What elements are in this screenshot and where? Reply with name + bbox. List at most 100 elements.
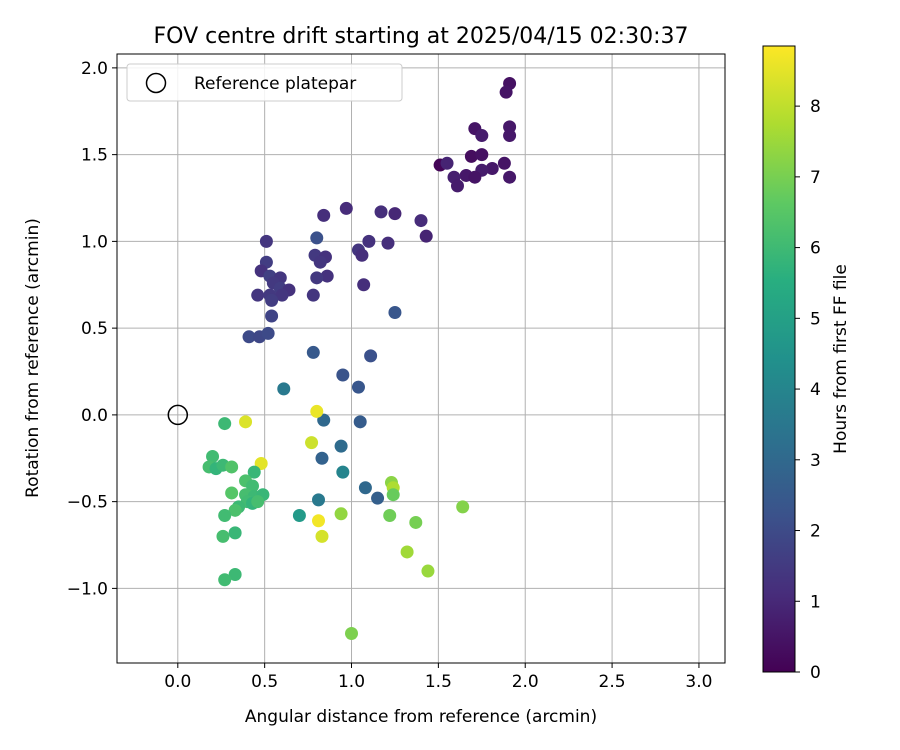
data-point [310, 404, 324, 418]
y-tick-label: 0.5 [81, 319, 108, 339]
data-point [251, 495, 265, 509]
y-tick-label: 1.5 [81, 146, 108, 166]
data-point [351, 380, 365, 394]
data-point [218, 509, 232, 523]
data-point [218, 573, 232, 587]
data-point [310, 231, 324, 245]
data-point [305, 436, 319, 450]
reference-platepar-marker [167, 404, 189, 426]
data-point [251, 288, 265, 302]
data-point [228, 526, 242, 540]
colorbar: 0 1 2 3 4 5 6 7 8 Hours from first FF file [762, 45, 851, 683]
data-point [310, 271, 324, 285]
data-point [315, 451, 329, 465]
x-tick-label: 3.0 [685, 672, 712, 692]
data-point [317, 208, 331, 222]
colorbar-label: Hours from first FF file [831, 264, 851, 454]
data-point [358, 481, 372, 495]
data-point [388, 306, 402, 320]
data-point [464, 149, 478, 163]
data-point [225, 460, 239, 474]
colorbar-ticks: 0 1 2 3 4 5 6 7 8 [795, 97, 821, 683]
data-point [218, 417, 232, 431]
legend-box [126, 63, 403, 102]
data-point [386, 488, 400, 502]
data-point [419, 229, 433, 243]
x-tick-label: 0.0 [164, 672, 191, 692]
data-point [414, 214, 428, 228]
data-point [503, 129, 517, 143]
data-point [206, 450, 220, 464]
data-point [334, 507, 348, 521]
data-point [353, 415, 367, 429]
data-point [292, 509, 306, 523]
y-axis-label: Rotation from reference (arcmin) [23, 218, 43, 498]
colorbar-tick-label: 0 [810, 663, 821, 683]
y-tick-label: −1.0 [67, 579, 108, 599]
x-tick-label: 1.5 [425, 672, 452, 692]
y-axis-ticks: −1.0 −0.5 0.0 0.5 1.0 1.5 2.0 [67, 59, 117, 599]
data-point [450, 179, 464, 193]
data-points [202, 76, 517, 641]
colorbar-tick-label: 2 [810, 522, 821, 542]
data-point [440, 156, 454, 170]
data-point [245, 479, 259, 493]
plot-frame [116, 53, 726, 664]
colorbar-tick-label: 5 [810, 309, 821, 329]
data-point [499, 85, 513, 99]
data-point [336, 465, 350, 479]
data-point [315, 529, 329, 543]
data-point [228, 568, 242, 582]
data-point [381, 236, 395, 250]
data-point [265, 293, 279, 307]
data-point [317, 413, 331, 427]
data-point [485, 162, 499, 176]
data-point [371, 491, 385, 505]
data-point [334, 439, 348, 453]
data-point [320, 269, 334, 283]
data-point [216, 529, 230, 543]
data-point [312, 514, 326, 528]
data-point [374, 205, 388, 219]
x-axis-label: Angular distance from reference (arcmin) [245, 707, 597, 727]
data-point [265, 309, 279, 323]
data-point [364, 349, 378, 363]
data-point [400, 545, 414, 559]
data-point [313, 255, 327, 269]
x-tick-label: 1.0 [338, 672, 365, 692]
data-point [355, 248, 369, 262]
data-point [261, 326, 275, 340]
data-point [254, 456, 268, 470]
colorbar-tick-label: 8 [810, 97, 821, 117]
data-point [475, 148, 489, 162]
grid-lines [117, 54, 725, 663]
legend-label: Reference platepar [194, 74, 356, 94]
data-point [468, 170, 482, 184]
data-point [306, 345, 320, 359]
data-point [277, 382, 291, 396]
data-point [357, 278, 371, 292]
colorbar-tick-label: 1 [810, 592, 821, 612]
data-point [456, 500, 470, 514]
y-tick-label: 1.0 [81, 232, 108, 252]
colorbar-tick-label: 7 [810, 168, 821, 188]
data-point [421, 564, 435, 578]
x-axis-ticks: 0.0 0.5 1.0 1.5 2.0 2.5 3.0 [164, 663, 712, 692]
colorbar-tick-label: 6 [810, 239, 821, 259]
data-point [497, 156, 511, 170]
colorbar-tick-label: 4 [810, 380, 821, 400]
data-point [503, 170, 517, 184]
legend: Reference platepar [126, 63, 403, 102]
data-point [228, 503, 242, 517]
data-point [383, 509, 397, 523]
data-point [312, 493, 326, 507]
data-point [242, 330, 256, 344]
y-tick-label: −0.5 [67, 493, 108, 513]
x-tick-label: 2.5 [599, 672, 626, 692]
data-point [275, 288, 289, 302]
y-tick-label: 0.0 [81, 406, 108, 426]
x-tick-label: 2.0 [512, 672, 539, 692]
data-point [306, 288, 320, 302]
x-tick-label: 0.5 [251, 672, 278, 692]
